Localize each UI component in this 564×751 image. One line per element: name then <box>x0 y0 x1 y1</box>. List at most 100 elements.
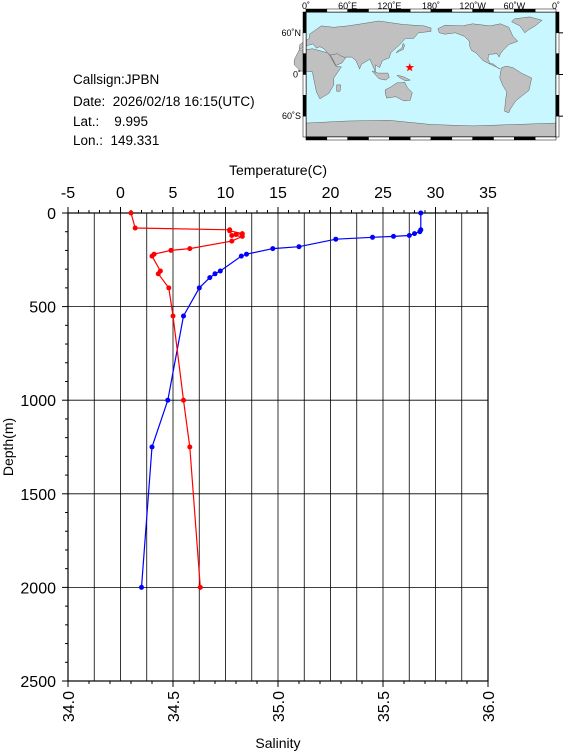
world-map: 0˚ 60˚E 120˚E 180˚ 120˚W 60˚W 0˚ 60˚N 0˚ 60˚S <box>281 1 563 141</box>
temperature-data-point <box>181 313 186 319</box>
map-border-segment <box>451 136 473 141</box>
temperature-data-point <box>296 244 302 250</box>
map-longitude-label: 0˚ <box>302 1 310 11</box>
map-border-segment <box>302 115 307 138</box>
temperature-data-point <box>406 233 412 238</box>
map-border-segment <box>302 95 307 117</box>
temperature-data-point <box>418 210 424 216</box>
temperature-tick-label: 5 <box>169 185 178 202</box>
temperature-data-point <box>333 236 339 242</box>
map-border-segment <box>302 11 307 34</box>
map-border-segment <box>472 136 494 141</box>
latitude-text: Lat.: 9.995 <box>73 114 149 129</box>
map-border-segment <box>555 74 560 96</box>
salinity-tick-label: 36.0 <box>481 691 498 722</box>
temperature-data-point <box>270 246 276 252</box>
salinity-tick-label: 34.5 <box>166 691 183 722</box>
land-shape <box>371 70 390 81</box>
temperature-data-point <box>391 233 396 239</box>
land-shape <box>384 81 413 102</box>
map-border-segment <box>555 11 560 34</box>
map-longitude-label: 60˚E <box>338 1 357 11</box>
land-shape <box>437 23 519 70</box>
depth-tick-label: 2500 <box>20 674 56 691</box>
temperature-axis-label: Temperature(C) <box>229 162 327 178</box>
map-latitude-label: 0˚ <box>293 70 301 80</box>
temperature-tick-label: 30 <box>427 185 445 202</box>
salinity-data-point <box>229 238 235 244</box>
map-border-segment <box>302 53 307 75</box>
map-border-segment <box>555 115 560 138</box>
salinity-tick-label: 35.5 <box>376 691 393 722</box>
salinity-data-point <box>227 228 233 234</box>
salinity-data-point <box>155 271 161 277</box>
temperature-data-point <box>412 231 417 237</box>
map-border-segment <box>534 8 557 13</box>
profile-chart: -5 0 5 10 15 20 25 30 35 34.0 34.5 35.0 35.5 36.0 0 500… <box>0 162 498 751</box>
chart-grid <box>68 213 488 681</box>
callsign-text: Callsign:JPBN <box>73 72 160 87</box>
map-latitude-label: 60˚N <box>281 28 301 38</box>
temperature-tick-label: 0 <box>116 185 125 202</box>
temperature-tick-label: 15 <box>269 185 287 202</box>
temperature-data-point <box>370 234 375 240</box>
map-border-segment <box>534 136 557 141</box>
salinity-data-point <box>149 253 155 259</box>
temperature-tick-label: -5 <box>61 185 75 202</box>
salinity-data-point <box>229 233 235 238</box>
depth-tick-label: 1000 <box>20 393 56 410</box>
salinity-data-point <box>132 225 138 231</box>
salinity-tick-label: 34.0 <box>61 691 78 722</box>
temperature-tick-label: 20 <box>322 185 340 202</box>
salinity-data-point <box>168 247 174 253</box>
salinity-tick-label: 35.0 <box>271 691 288 722</box>
salinity-data-point <box>197 584 203 590</box>
temperature-data-point <box>139 584 144 590</box>
temperature-data-point <box>217 268 223 274</box>
salinity-data-point <box>187 444 193 450</box>
land-shape <box>336 84 341 92</box>
temperature-tick-label: 35 <box>479 185 497 202</box>
map-longitude-label: 0˚ <box>552 1 560 11</box>
map-border-segment <box>302 32 307 54</box>
map-border-segment <box>555 32 560 54</box>
temperature-data-point <box>165 397 171 403</box>
map-border-segment <box>409 136 432 141</box>
map-longitude-label: 60˚W <box>504 1 526 11</box>
map-border-segment <box>305 136 328 141</box>
land-shape <box>511 16 543 34</box>
temperature-data-point <box>212 271 218 277</box>
land-shape <box>396 74 412 82</box>
temperature-data-point <box>244 251 249 257</box>
depth-tick-label: 1500 <box>20 487 56 504</box>
salinity-data-point <box>166 285 172 291</box>
salinity-data-point <box>170 313 176 319</box>
map-border-segment <box>514 136 536 141</box>
station-marker <box>405 63 414 72</box>
map-border-segment <box>368 136 390 141</box>
temperature-data-point <box>149 444 155 450</box>
map-border-segment <box>555 53 560 75</box>
temperature-data-point <box>417 229 423 235</box>
map-border-segment <box>302 74 307 96</box>
salinity-data-point <box>239 233 245 239</box>
longitude-text: Lon.: 149.331 <box>73 133 160 148</box>
map-border-segment <box>493 136 515 141</box>
land-shape <box>499 65 532 114</box>
date-text: Date: 2026/02/18 16:15(UTC) <box>73 94 255 109</box>
depth-tick-label: 0 <box>47 206 56 223</box>
land-shapes <box>293 16 557 138</box>
depth-axis-label: Depth(m) <box>0 418 16 476</box>
map-longitude-label: 180˚ <box>422 1 440 11</box>
map-border-segment <box>555 95 560 117</box>
map-border-segment <box>326 136 348 141</box>
land-shape <box>396 42 405 54</box>
station-star-icon <box>405 63 414 72</box>
temperature-tick-label: 10 <box>217 185 235 202</box>
land-shape <box>329 53 346 66</box>
temperature-data-point <box>207 275 213 281</box>
salinity-data-point <box>128 210 134 216</box>
temperature-tick-label: 25 <box>374 185 392 202</box>
depth-tick-label: 2000 <box>20 580 56 597</box>
map-border-segment <box>430 136 453 141</box>
